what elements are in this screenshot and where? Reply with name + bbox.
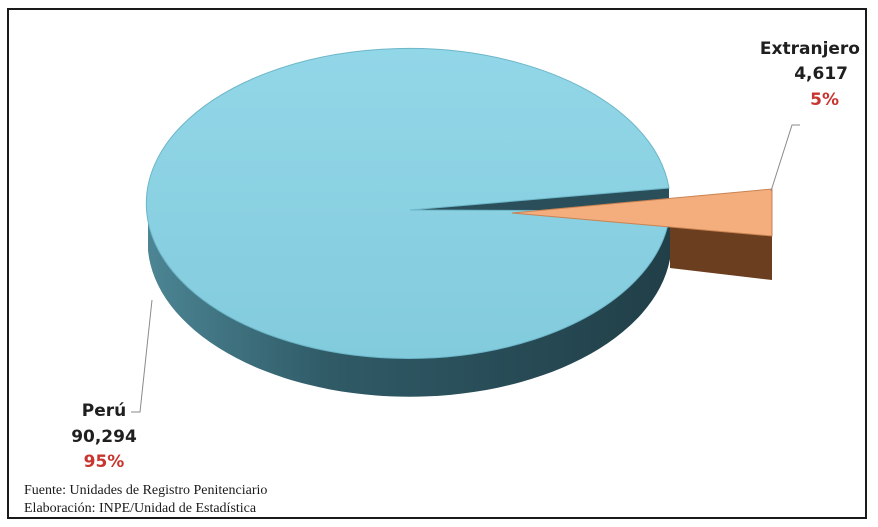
leader-line-extranjero — [770, 124, 800, 192]
source-note: Fuente: Unidades de Registro Penitenciar… — [24, 483, 268, 498]
slice-peru-top — [145, 47, 671, 359]
label-extranjero-name: Extranjero — [760, 39, 860, 59]
label-peru-percent: 95% — [84, 452, 125, 472]
leader-line-peru — [131, 299, 153, 413]
label-extranjero-value: 4,617 — [794, 64, 848, 84]
label-peru-name: Perú — [82, 401, 126, 421]
slice-peru-side — [148, 210, 670, 397]
label-peru-value: 90,294 — [71, 427, 137, 447]
elaboration-note: Elaboración: INPE/Unidad de Estadística — [24, 501, 257, 516]
label-extranjero-percent: 5% — [810, 90, 839, 110]
slice-extranjero-top — [511, 188, 773, 237]
